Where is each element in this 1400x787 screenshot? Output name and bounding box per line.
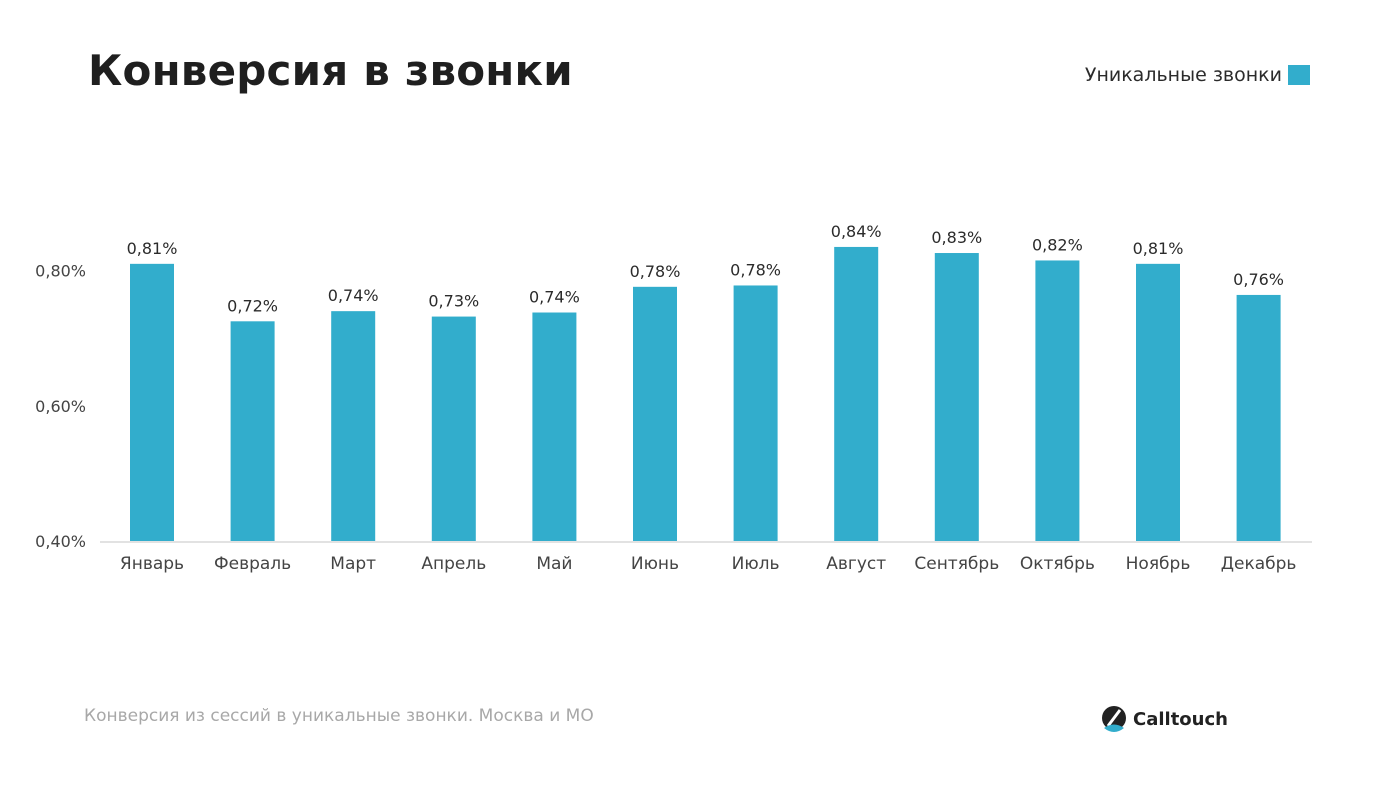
bar <box>431 316 476 541</box>
chart-caption: Конверсия из сессий в уникальные звонки.… <box>84 706 594 726</box>
data-label: 0,74% <box>529 288 580 307</box>
bar <box>733 285 778 541</box>
x-tick-label: Май <box>536 554 572 574</box>
chart-legend: Уникальные звонки <box>1085 64 1310 86</box>
data-label: 0,78% <box>630 262 681 281</box>
x-tick-label: Сентябрь <box>914 554 999 574</box>
data-label: 0,72% <box>227 296 278 315</box>
bar <box>532 312 577 541</box>
bar <box>934 253 979 542</box>
data-label: 0,84% <box>831 222 882 241</box>
data-label: 0,76% <box>1233 270 1284 289</box>
calltouch-logo-icon <box>1102 706 1126 732</box>
x-tick-label: Апрель <box>421 554 486 574</box>
data-label: 0,81% <box>127 239 178 258</box>
data-label: 0,73% <box>428 292 479 311</box>
x-tick-label: Июль <box>732 554 780 574</box>
bar <box>633 286 677 541</box>
bar <box>834 246 879 541</box>
x-tick-label: Июнь <box>631 554 679 574</box>
legend-swatch <box>1288 65 1310 85</box>
y-tick-label: 0,60% <box>35 397 86 416</box>
x-tick-label: Декабрь <box>1221 554 1297 574</box>
x-tick-label: Октябрь <box>1020 554 1095 574</box>
data-label: 0,83% <box>931 228 982 247</box>
x-tick-label: Ноябрь <box>1126 554 1191 574</box>
bar <box>331 311 376 541</box>
x-tick-label: Август <box>826 554 886 574</box>
bar <box>230 321 275 541</box>
data-label: 0,81% <box>1133 239 1184 258</box>
page-title: Конверсия в звонки <box>88 46 573 95</box>
brand: Calltouch <box>1101 704 1228 734</box>
brand-name: Calltouch <box>1133 708 1228 730</box>
data-label: 0,82% <box>1032 235 1083 254</box>
y-tick-label: 0,40% <box>35 532 86 551</box>
x-tick-label: Январь <box>120 554 184 574</box>
data-label: 0,78% <box>730 260 781 279</box>
legend-label: Уникальные звонки <box>1084 64 1282 86</box>
x-tick-label: Март <box>330 554 376 574</box>
x-tick-label: Февраль <box>214 554 291 574</box>
bar <box>130 263 174 541</box>
bar <box>1136 263 1180 541</box>
bar <box>1035 260 1080 541</box>
bar <box>1236 294 1281 541</box>
y-tick-label: 0,80% <box>35 262 86 281</box>
data-label: 0,74% <box>328 286 379 305</box>
